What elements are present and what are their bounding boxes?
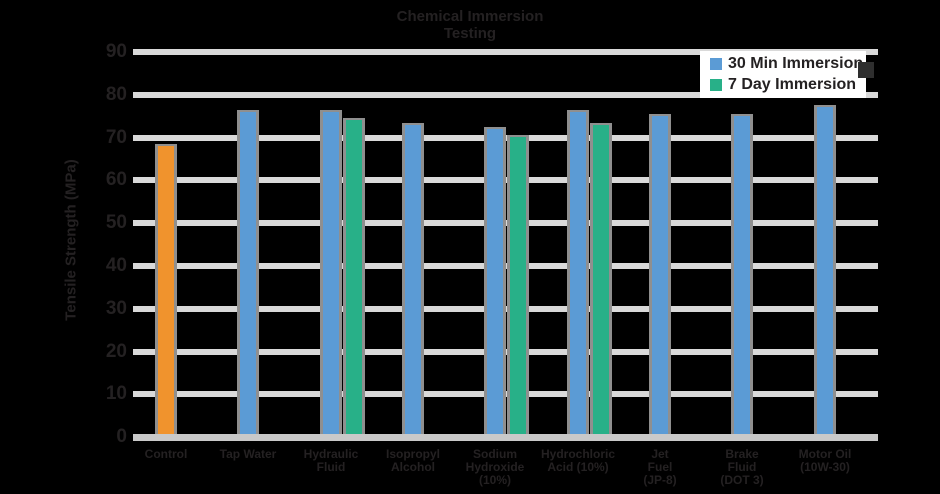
- chart-title: Chemical Immersion Testing: [396, 8, 544, 42]
- legend-swatch-green-icon: [710, 79, 722, 91]
- legend-item-7-day: 7 Day Immersion: [710, 76, 866, 94]
- x-tick-label: Sodium Hydroxide (10%): [465, 447, 525, 487]
- gridline: [133, 49, 878, 55]
- bar-control: [155, 144, 177, 441]
- y-tick-label: 0: [116, 426, 127, 448]
- y-axis-title: Tensile Strength (MPa): [62, 159, 80, 321]
- x-axis-line: [133, 434, 878, 441]
- bar-30-min-immersion: [731, 114, 753, 441]
- bar-30-min-immersion: [237, 110, 259, 441]
- y-tick-label: 80: [105, 83, 127, 105]
- x-tick-label: Jet Fuel (JP-8): [643, 447, 677, 487]
- y-tick-label: 20: [105, 340, 127, 362]
- bar-30-min-immersion: [320, 110, 342, 441]
- bar-7-day-immersion: [507, 135, 529, 441]
- y-tick-label: 10: [105, 383, 127, 405]
- y-tick-label: 40: [105, 255, 127, 276]
- bar-30-min-immersion: [402, 123, 424, 441]
- x-tick-label: Hydraulic Fluid: [303, 447, 359, 474]
- y-tick-label: 50: [105, 212, 127, 234]
- y-tick-label: 90: [105, 41, 127, 62]
- x-tick-label: Tap Water: [219, 447, 277, 461]
- bar-7-day-immersion: [343, 118, 365, 441]
- bar-7-day-immersion: [590, 123, 612, 441]
- legend: 30 Min Immersion 7 Day Immersion: [700, 51, 866, 98]
- x-tick-label: Hydrochloric Acid (10%): [540, 447, 616, 474]
- y-tick-label: 60: [105, 169, 127, 191]
- y-tick-label: 30: [105, 297, 127, 319]
- legend-swatch-blue-icon: [710, 58, 722, 70]
- x-tick-label: Isopropyl Alcohol: [385, 447, 441, 474]
- legend-item-30-min: 30 Min Immersion: [710, 55, 866, 73]
- bar-30-min-immersion: [814, 105, 836, 441]
- plot-area: [133, 49, 878, 443]
- gridline: [133, 91, 878, 98]
- dark-artifact-block: [858, 62, 874, 78]
- y-tick-label: 70: [105, 126, 127, 148]
- x-tick-label: Motor Oil (10W-30): [798, 447, 852, 474]
- bar-30-min-immersion: [484, 127, 506, 441]
- legend-label: 30 Min Immersion: [728, 55, 864, 72]
- legend-label: 7 Day Immersion: [728, 76, 857, 93]
- bar-30-min-immersion: [567, 110, 589, 441]
- bar-30-min-immersion: [649, 114, 671, 441]
- x-tick-label: Control: [144, 447, 188, 461]
- x-tick-label: Brake Fluid (DOT 3): [720, 447, 764, 487]
